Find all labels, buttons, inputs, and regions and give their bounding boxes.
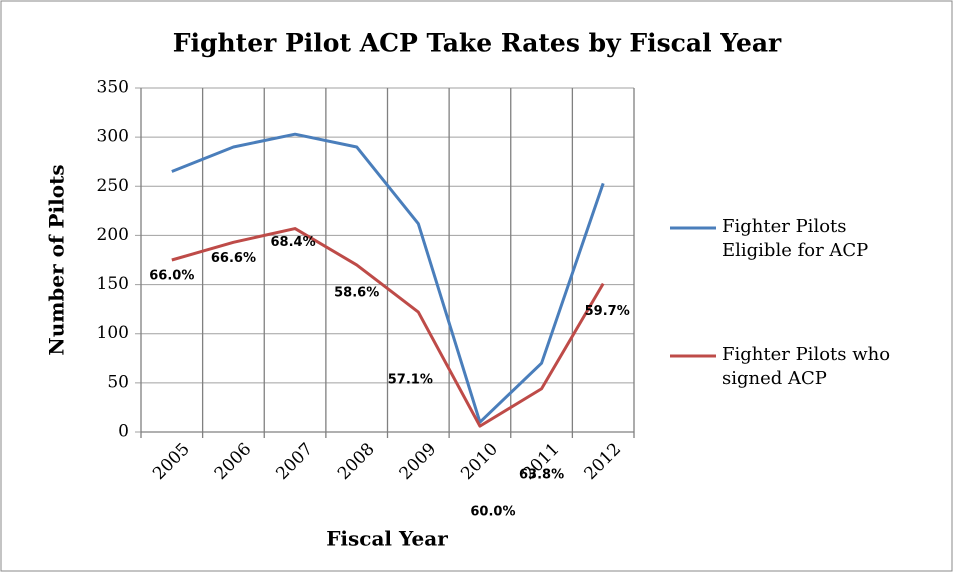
rate-label: 60.0% <box>470 505 515 520</box>
legend-label: Fighter Pilots who signed ACP <box>722 344 891 389</box>
y-tick-label: 200 <box>97 225 129 245</box>
y-tick-label: 350 <box>97 78 129 98</box>
y-axis-label: Number of Pilots <box>45 164 69 355</box>
y-tick-label: 100 <box>97 323 129 343</box>
y-tick-label: 250 <box>97 176 129 196</box>
y-tick-label: 300 <box>97 127 129 147</box>
rate-label: 68.4% <box>271 235 316 250</box>
x-axis-label: Fiscal Year <box>326 527 448 551</box>
rate-label: 58.6% <box>334 285 379 300</box>
y-tick-label: 0 <box>118 422 129 442</box>
y-tick-label: 50 <box>107 372 129 392</box>
series-line <box>171 132 605 424</box>
series-line <box>171 227 605 428</box>
rate-label: 66.0% <box>149 269 194 284</box>
rate-label: 63.8% <box>519 467 564 482</box>
rate-label: 66.6% <box>211 251 256 266</box>
rate-label: 59.7% <box>585 304 630 319</box>
rate-label: 57.1% <box>388 373 433 388</box>
chart-title: Fighter Pilot ACP Take Rates by Fiscal Y… <box>173 29 782 58</box>
legend-label: Fighter Pilots Eligible for ACP <box>722 216 869 261</box>
y-tick-label: 150 <box>97 274 129 294</box>
